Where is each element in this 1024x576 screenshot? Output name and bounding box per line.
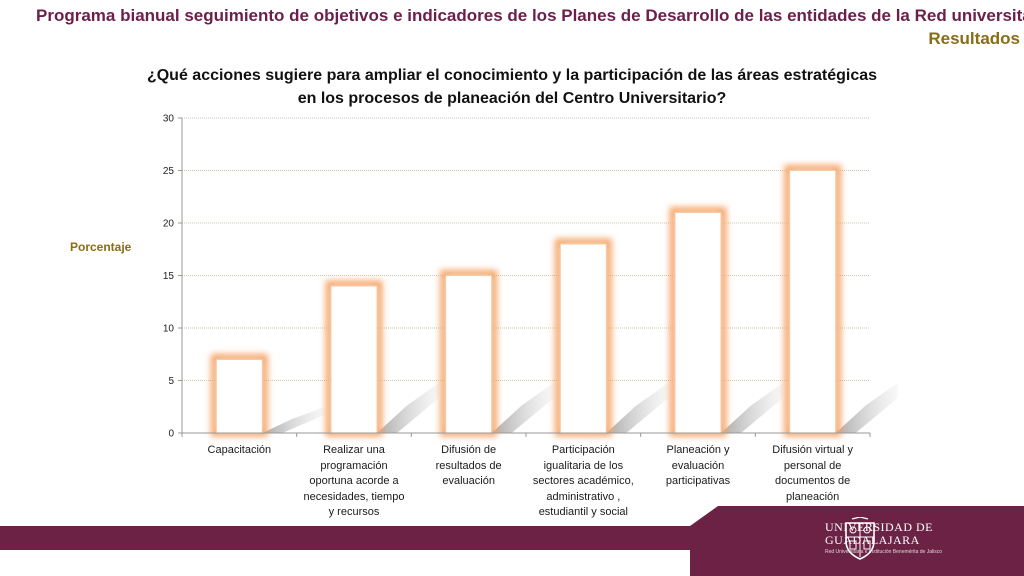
- x-category-label-line: sectores académico,: [532, 475, 634, 488]
- x-category-label-line: documentos de: [775, 475, 851, 488]
- x-category-label-line: personal de: [783, 459, 842, 472]
- x-category-label-4: Planeación y evaluación participativas: [640, 443, 756, 490]
- x-category-label-line: evaluación: [671, 459, 725, 472]
- x-category-label-1: Realizar una programación oportuna acorde …: [296, 443, 412, 521]
- page-title: Programa bianual seguimiento de objetivo…: [36, 6, 1024, 25]
- logo-text-line-2: GUADALAJARA: [825, 533, 920, 547]
- x-category-label-5: Difusión virtual y personal de documentos …: [755, 443, 871, 505]
- x-category-label-3: Participación igualitaria de los sectores …: [525, 443, 641, 521]
- bar-shadow-2: [491, 383, 554, 433]
- x-category-label-line: administrativo ,: [546, 490, 621, 503]
- x-category-label-line: Planeación y: [666, 444, 730, 456]
- bar-4: [674, 212, 722, 434]
- bar-shadow-4: [721, 383, 783, 433]
- x-category-label-line: Realizar una: [323, 444, 385, 456]
- x-category-label-line: oportuna acorde a: [309, 475, 399, 488]
- chart-title-line-2: en los procesos de planeación del Centro…: [297, 90, 727, 107]
- x-category-label-2: Difusión de resultados de evaluación: [411, 443, 527, 490]
- x-category-label-line: participativas: [665, 475, 731, 488]
- x-category-label-0: Capacitación: [181, 443, 297, 459]
- bar-0: [215, 359, 263, 434]
- university-crest-icon: [845, 517, 875, 560]
- bar-3: [559, 243, 607, 434]
- y-tick-label-20: 20: [163, 219, 175, 230]
- y-tick-label-5: 5: [168, 376, 174, 387]
- x-category-label-line: estudiantil y social: [538, 506, 628, 519]
- footer-panel: [690, 506, 1024, 576]
- x-category-label-line: Participación: [551, 444, 615, 456]
- y-tick-label-0: 0: [168, 429, 174, 440]
- chart-title-line-1: ¿Qué acciones sugiere para ampliar el co…: [146, 67, 878, 84]
- bar-shadow-0: [262, 407, 325, 433]
- bar-2: [445, 275, 493, 434]
- x-category-label-line: necesidades, tiempo: [303, 490, 405, 503]
- page-subtitle: Resultados: [928, 29, 1020, 48]
- logo-text-line-3: Red Universitaria e Institución Beneméri…: [825, 549, 942, 555]
- x-category-label-line: Difusión de: [441, 444, 497, 456]
- bar-shadow-3: [606, 383, 669, 433]
- y-tick-label-30: 30: [163, 114, 175, 125]
- x-category-label-line: evaluación: [442, 475, 495, 488]
- x-category-label-line: Capacitación: [207, 444, 272, 456]
- y-tick-label-25: 25: [163, 166, 175, 177]
- y-tick-label-15: 15: [163, 271, 175, 282]
- x-category-label-line: igualitaria de los: [543, 459, 624, 472]
- x-category-label-line: y recursos: [328, 506, 380, 519]
- bar-1: [330, 285, 378, 434]
- bar-5: [789, 170, 837, 434]
- x-category-label-line: programación: [320, 459, 388, 472]
- y-tick-label-10: 10: [163, 324, 175, 335]
- x-category-label-line: Difusión virtual y: [772, 444, 853, 456]
- y-axis-label: Porcentaje: [70, 240, 132, 254]
- x-category-label-line: resultados de: [435, 459, 502, 472]
- chart-title: ¿Qué acciones sugiere para ampliar el co…: [0, 64, 1024, 110]
- bar-shadow-5: [835, 383, 898, 433]
- bar-shadow-1: [377, 383, 439, 433]
- logo-text-line-1: UNIVERSIDAD DE: [825, 520, 933, 534]
- x-category-label-line: planeación: [786, 490, 840, 503]
